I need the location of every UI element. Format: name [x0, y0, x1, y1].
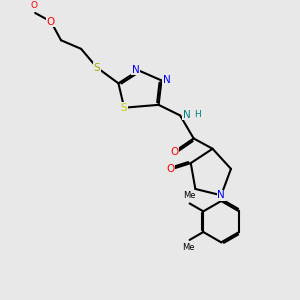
Text: O: O — [47, 16, 55, 27]
Text: N: N — [132, 65, 140, 75]
Text: H: H — [194, 110, 201, 119]
Text: N: N — [217, 190, 225, 200]
Text: O: O — [30, 1, 37, 10]
Text: O: O — [170, 147, 178, 157]
Text: Me: Me — [182, 243, 194, 252]
Text: O: O — [167, 164, 175, 174]
Text: N: N — [183, 110, 190, 120]
Text: N: N — [163, 75, 170, 85]
Text: Me: Me — [183, 191, 196, 200]
Text: S: S — [121, 103, 128, 113]
Text: S: S — [94, 62, 100, 73]
